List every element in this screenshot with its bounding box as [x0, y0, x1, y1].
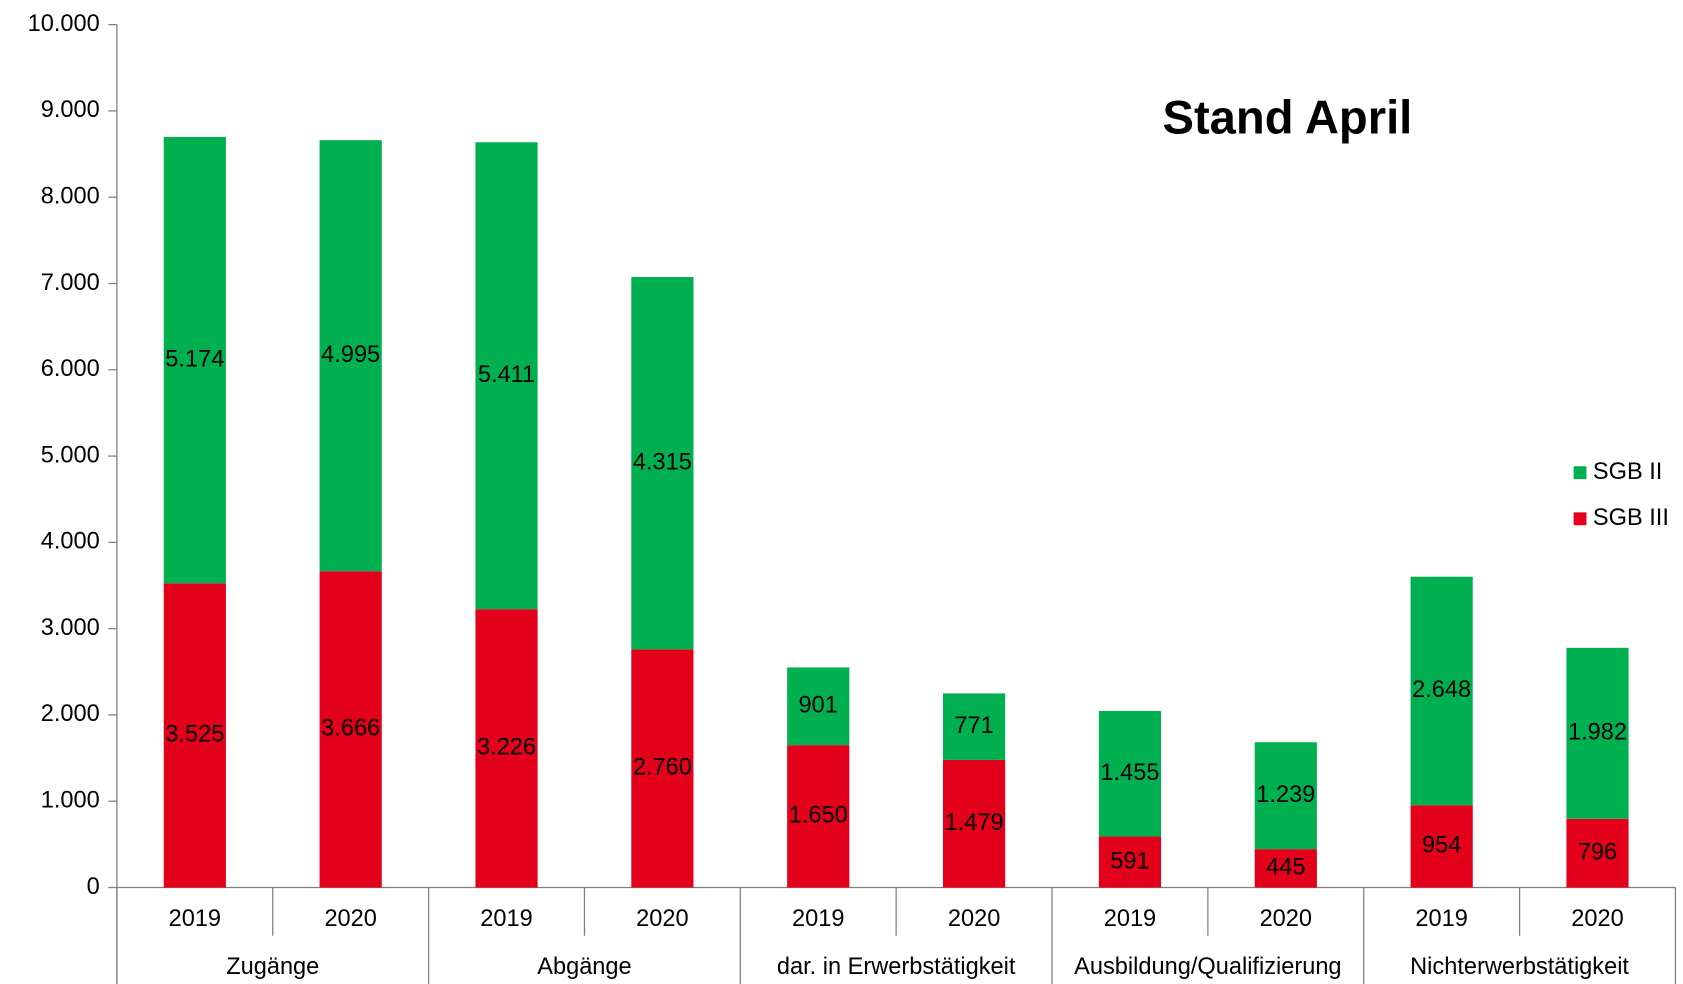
group-label: Ausbildung/Qualifizierung	[1074, 953, 1341, 979]
bar-segment	[631, 649, 694, 888]
x-tick-label: 2019	[169, 905, 221, 931]
x-tick-label: 2019	[480, 905, 532, 931]
data-label: 3.226	[477, 734, 536, 760]
bar-segment	[163, 583, 226, 888]
data-label: 901	[799, 692, 838, 718]
legend-swatch	[1573, 466, 1587, 480]
data-label: 4.315	[633, 448, 692, 474]
group-label: dar. in Erwerbstätigkeit	[777, 953, 1016, 979]
bar-segment	[319, 571, 382, 888]
data-label: 3.525	[165, 721, 224, 747]
legend-label: SGB II	[1593, 458, 1662, 484]
data-label: 1.239	[1256, 781, 1315, 807]
bar-segment	[1098, 710, 1162, 837]
x-tick-label: 2020	[1571, 905, 1623, 931]
group-label: Nichterwerbstätigkeit	[1410, 953, 1629, 979]
x-tick-label: 2019	[792, 905, 844, 931]
bar-segment	[475, 142, 538, 610]
data-label: 954	[1422, 832, 1461, 858]
x-tick-label: 2019	[1104, 905, 1156, 931]
y-tick-label: 0	[87, 873, 100, 899]
data-label: 2.648	[1412, 676, 1471, 702]
legend-swatch	[1573, 512, 1587, 526]
bar-segment	[1410, 576, 1473, 806]
data-label: 1.650	[789, 802, 848, 828]
bar-segment	[787, 745, 850, 888]
data-label: 1.455	[1100, 759, 1159, 785]
y-tick-label: 3.000	[41, 614, 100, 640]
bar-segment	[943, 693, 1006, 760]
bar-segment	[943, 759, 1006, 888]
x-tick-label: 2020	[636, 905, 688, 931]
y-tick-label: 8.000	[41, 182, 100, 208]
y-tick-label: 1.000	[41, 786, 100, 812]
y-tick-label: 5.000	[41, 441, 100, 467]
y-tick-label: 7.000	[41, 269, 100, 295]
x-tick-label: 2020	[948, 905, 1000, 931]
data-label: 771	[954, 712, 993, 738]
data-label: 4.995	[321, 341, 380, 367]
group-label: Abgänge	[537, 953, 631, 979]
chart-title: Stand April	[1163, 91, 1413, 144]
data-label: 5.174	[165, 345, 224, 371]
bar-segment	[1254, 849, 1317, 888]
y-tick-label: 6.000	[41, 355, 100, 381]
data-label: 1.479	[945, 809, 1004, 835]
y-tick-label: 9.000	[41, 96, 100, 122]
bar-segment	[475, 609, 538, 888]
data-label: 2.760	[633, 754, 692, 780]
data-label: 796	[1578, 838, 1617, 864]
legend-label: SGB III	[1593, 504, 1669, 530]
group-label: Zugänge	[226, 953, 319, 979]
bar-segment	[319, 140, 382, 572]
bar-segment	[163, 136, 226, 584]
x-tick-label: 2020	[324, 905, 376, 931]
y-tick-label: 4.000	[41, 528, 100, 554]
bar-segment	[787, 667, 850, 746]
bar-segment	[1566, 818, 1629, 888]
bar-segment	[1254, 742, 1317, 850]
y-tick-label: 10.000	[28, 10, 100, 36]
bar-segment	[1566, 647, 1629, 819]
y-tick-label: 2.000	[41, 700, 100, 726]
x-tick-label: 2020	[1260, 905, 1312, 931]
data-label: 591	[1110, 847, 1149, 873]
bar-segment	[1098, 836, 1162, 888]
data-label: 3.666	[321, 715, 380, 741]
x-tick-label: 2019	[1415, 905, 1467, 931]
bar-segment	[631, 277, 694, 650]
data-label: 445	[1266, 854, 1305, 880]
bar-segment	[1410, 805, 1473, 888]
data-label: 5.411	[478, 361, 535, 387]
data-label: 1.982	[1568, 719, 1627, 745]
